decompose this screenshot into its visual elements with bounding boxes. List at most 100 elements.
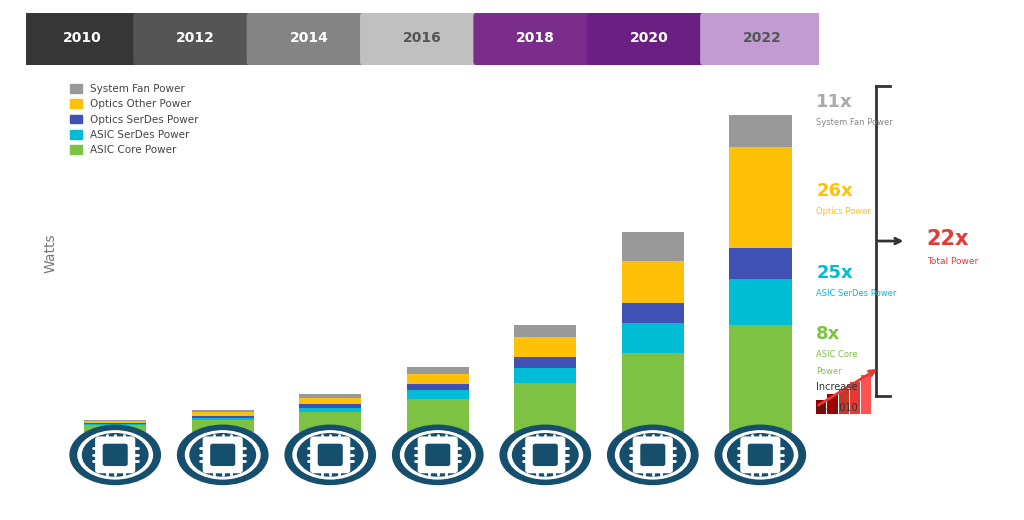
Bar [407, 391, 469, 398]
FancyBboxPatch shape [526, 437, 564, 473]
FancyBboxPatch shape [133, 12, 258, 66]
Text: 2020: 2020 [630, 31, 669, 45]
Bar [514, 357, 577, 368]
Bar [622, 353, 684, 432]
FancyBboxPatch shape [473, 12, 598, 66]
FancyBboxPatch shape [534, 445, 557, 465]
Text: Increase: Increase [816, 382, 857, 392]
Bar [407, 398, 469, 432]
Ellipse shape [607, 425, 698, 485]
Ellipse shape [715, 425, 806, 485]
Ellipse shape [513, 434, 578, 476]
Bar [299, 412, 361, 432]
Bar [407, 384, 469, 391]
Legend: System Fan Power, Optics Other Power, Optics SerDes Power, ASIC SerDes Power, AS: System Fan Power, Optics Other Power, Op… [71, 84, 199, 155]
FancyBboxPatch shape [741, 437, 779, 473]
Text: 26x: 26x [816, 182, 853, 200]
Ellipse shape [190, 434, 255, 476]
FancyBboxPatch shape [204, 437, 242, 473]
FancyBboxPatch shape [816, 399, 826, 414]
FancyBboxPatch shape [850, 382, 860, 414]
Bar [299, 398, 361, 404]
Text: 22x: 22x [927, 229, 970, 249]
Bar [729, 249, 792, 279]
Bar [514, 368, 577, 383]
Bar [84, 424, 146, 425]
Ellipse shape [83, 434, 147, 476]
Bar [191, 412, 254, 416]
Text: 11x: 11x [816, 93, 853, 111]
Bar [84, 420, 146, 421]
Bar [299, 404, 361, 408]
Ellipse shape [406, 434, 470, 476]
Ellipse shape [400, 431, 475, 479]
Y-axis label: Watts: Watts [43, 233, 57, 274]
Bar [622, 323, 684, 353]
Bar [84, 425, 146, 432]
Text: Power: Power [816, 368, 842, 376]
FancyBboxPatch shape [318, 445, 342, 465]
Ellipse shape [293, 431, 368, 479]
Bar [729, 324, 792, 432]
Bar [622, 303, 684, 323]
Text: 2012: 2012 [176, 31, 215, 45]
Ellipse shape [621, 434, 685, 476]
FancyBboxPatch shape [587, 12, 712, 66]
FancyBboxPatch shape [827, 394, 838, 414]
FancyBboxPatch shape [19, 12, 144, 66]
Text: Total Power: Total Power [927, 257, 978, 266]
FancyBboxPatch shape [419, 437, 457, 473]
FancyBboxPatch shape [641, 445, 665, 465]
Ellipse shape [723, 431, 798, 479]
Text: ASIC SerDes Power: ASIC SerDes Power [816, 289, 896, 298]
Bar [407, 367, 469, 373]
FancyBboxPatch shape [749, 445, 772, 465]
FancyBboxPatch shape [634, 437, 672, 473]
Text: 2014: 2014 [290, 31, 329, 45]
Bar [514, 383, 577, 432]
Bar [622, 261, 684, 303]
Bar [729, 147, 792, 249]
FancyBboxPatch shape [839, 389, 849, 414]
FancyBboxPatch shape [211, 445, 234, 465]
FancyBboxPatch shape [103, 445, 127, 465]
Bar [84, 421, 146, 423]
Bar [299, 395, 361, 398]
Text: 2018: 2018 [516, 31, 555, 45]
Ellipse shape [508, 431, 583, 479]
FancyBboxPatch shape [700, 12, 825, 66]
Ellipse shape [285, 425, 376, 485]
Text: vs. 2010: vs. 2010 [816, 403, 858, 413]
FancyBboxPatch shape [96, 437, 134, 473]
Text: 2016: 2016 [403, 31, 441, 45]
Text: 2010: 2010 [62, 31, 101, 45]
Text: 8x: 8x [816, 324, 841, 343]
Ellipse shape [728, 434, 793, 476]
Bar [514, 337, 577, 357]
Ellipse shape [392, 425, 483, 485]
Text: ASIC Core: ASIC Core [816, 349, 858, 359]
Bar [407, 373, 469, 384]
Ellipse shape [185, 431, 260, 479]
Bar [299, 408, 361, 412]
FancyBboxPatch shape [426, 445, 450, 465]
FancyBboxPatch shape [861, 374, 871, 414]
Ellipse shape [500, 425, 591, 485]
Bar [191, 420, 254, 432]
Text: System Fan Power: System Fan Power [816, 118, 893, 127]
Ellipse shape [177, 425, 268, 485]
FancyBboxPatch shape [360, 12, 484, 66]
Bar [191, 418, 254, 420]
FancyBboxPatch shape [247, 12, 372, 66]
Text: Optics Power: Optics Power [816, 207, 871, 216]
Bar [191, 410, 254, 412]
Bar [729, 279, 792, 324]
Text: 25x: 25x [816, 264, 853, 282]
FancyBboxPatch shape [311, 437, 349, 473]
Ellipse shape [78, 431, 153, 479]
Ellipse shape [615, 431, 690, 479]
Bar [729, 115, 792, 147]
Ellipse shape [298, 434, 362, 476]
Bar [622, 231, 684, 261]
Bar [514, 325, 577, 337]
